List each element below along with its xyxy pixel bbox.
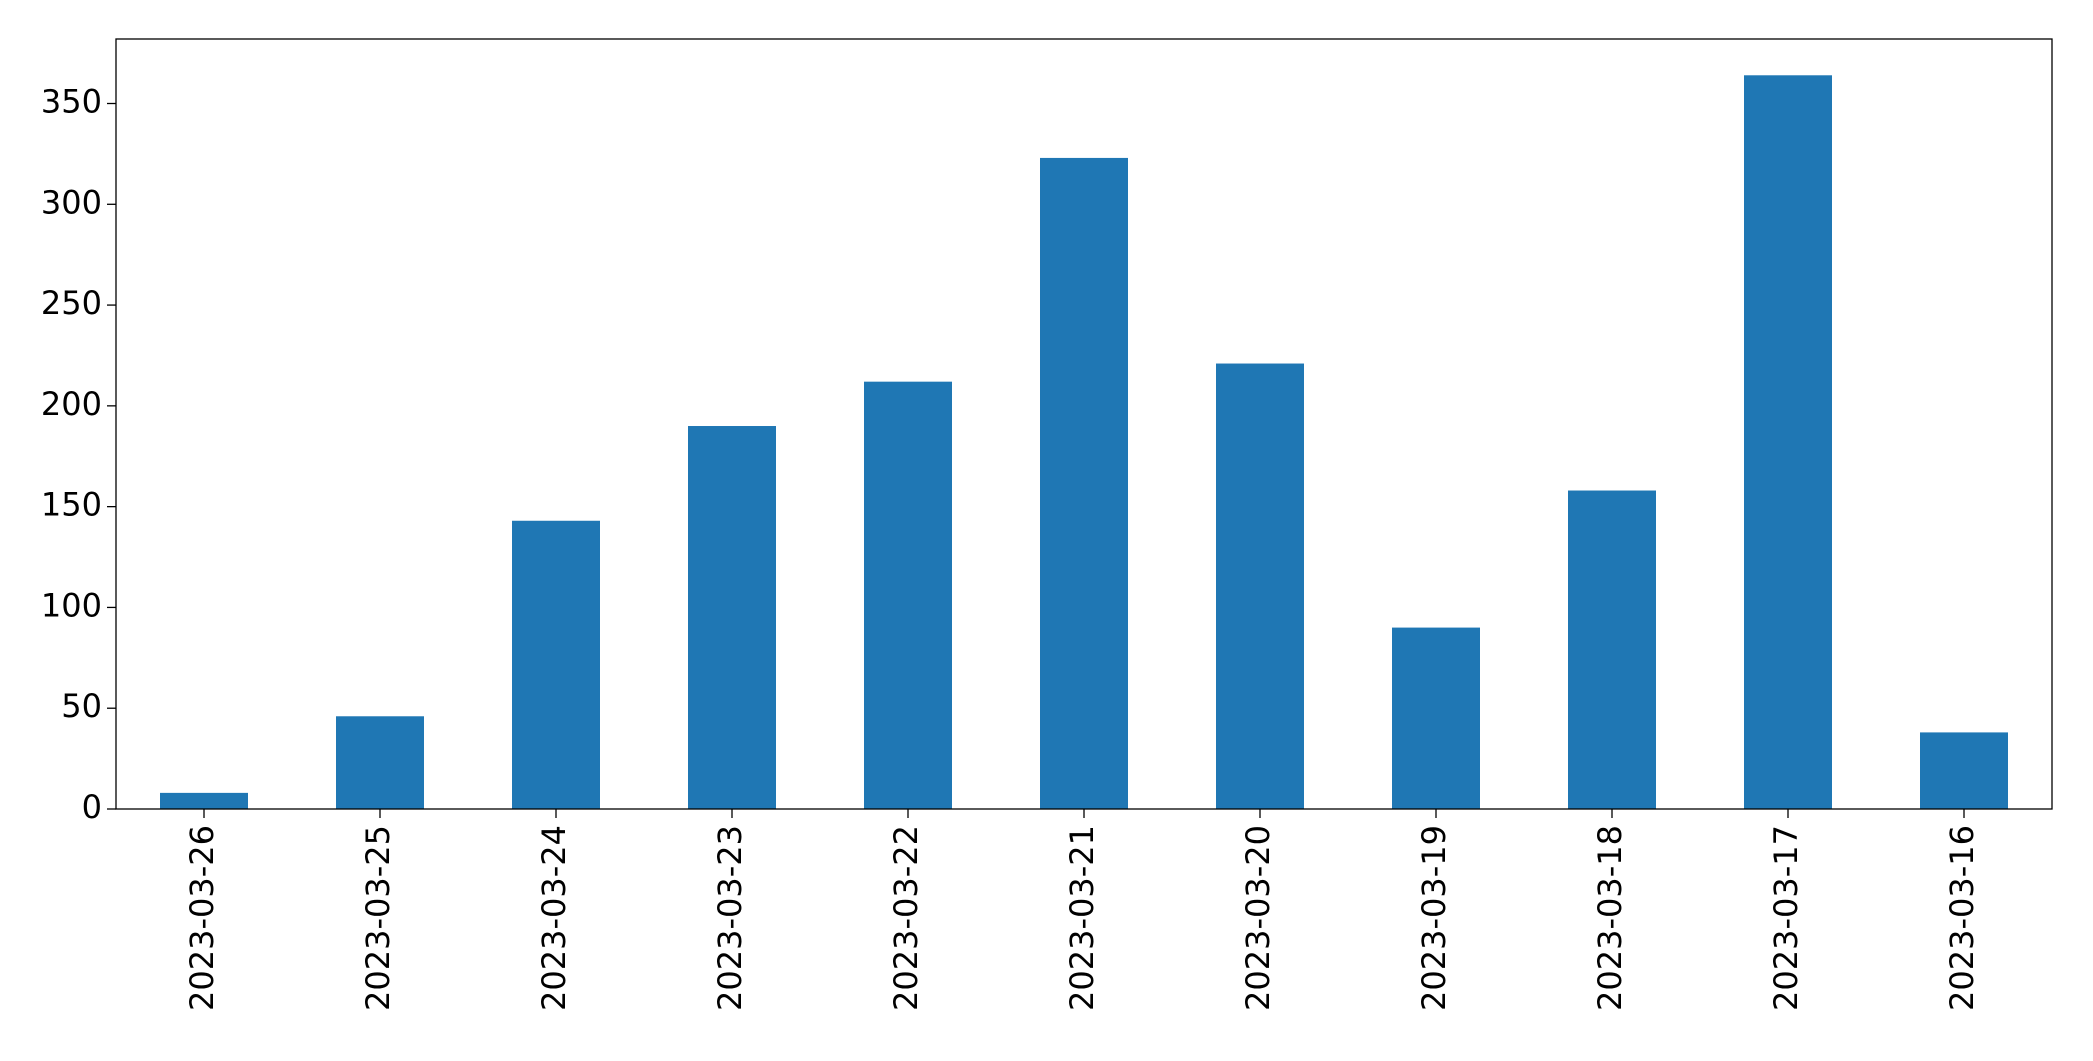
bar bbox=[1744, 75, 1832, 810]
y-tick-label: 50 bbox=[61, 687, 102, 725]
x-tick-label: 2023-03-23 bbox=[711, 825, 749, 1011]
x-tick-label: 2023-03-22 bbox=[887, 825, 925, 1011]
y-tick-label: 350 bbox=[41, 83, 102, 121]
y-tick-label: 300 bbox=[41, 183, 102, 221]
x-tick-label: 2023-03-19 bbox=[1415, 825, 1453, 1011]
bar bbox=[1392, 627, 1480, 809]
bar bbox=[1040, 157, 1128, 809]
x-tick-label: 2023-03-26 bbox=[183, 825, 221, 1011]
y-tick-label: 200 bbox=[41, 385, 102, 423]
y-tick-label: 100 bbox=[41, 586, 102, 624]
bar bbox=[864, 381, 952, 809]
bar bbox=[1920, 732, 2008, 809]
bar bbox=[1568, 490, 1656, 809]
x-tick-label: 2023-03-20 bbox=[1239, 825, 1277, 1011]
x-tick-label: 2023-03-24 bbox=[535, 825, 573, 1011]
x-tick-label: 2023-03-17 bbox=[1767, 825, 1805, 1011]
x-tick-label: 2023-03-21 bbox=[1063, 825, 1101, 1011]
plot-frame bbox=[115, 38, 2053, 810]
x-tick-label: 2023-03-16 bbox=[1943, 825, 1981, 1011]
bar bbox=[1216, 363, 1304, 809]
y-tick-label: 150 bbox=[41, 486, 102, 524]
y-tick-label: 250 bbox=[41, 284, 102, 322]
bar bbox=[160, 792, 248, 809]
bar bbox=[512, 520, 600, 809]
y-tick-label: 0 bbox=[82, 788, 102, 826]
x-tick-label: 2023-03-25 bbox=[359, 825, 397, 1011]
bar bbox=[336, 716, 424, 809]
bar bbox=[688, 426, 776, 809]
x-tick-label: 2023-03-18 bbox=[1591, 825, 1629, 1011]
